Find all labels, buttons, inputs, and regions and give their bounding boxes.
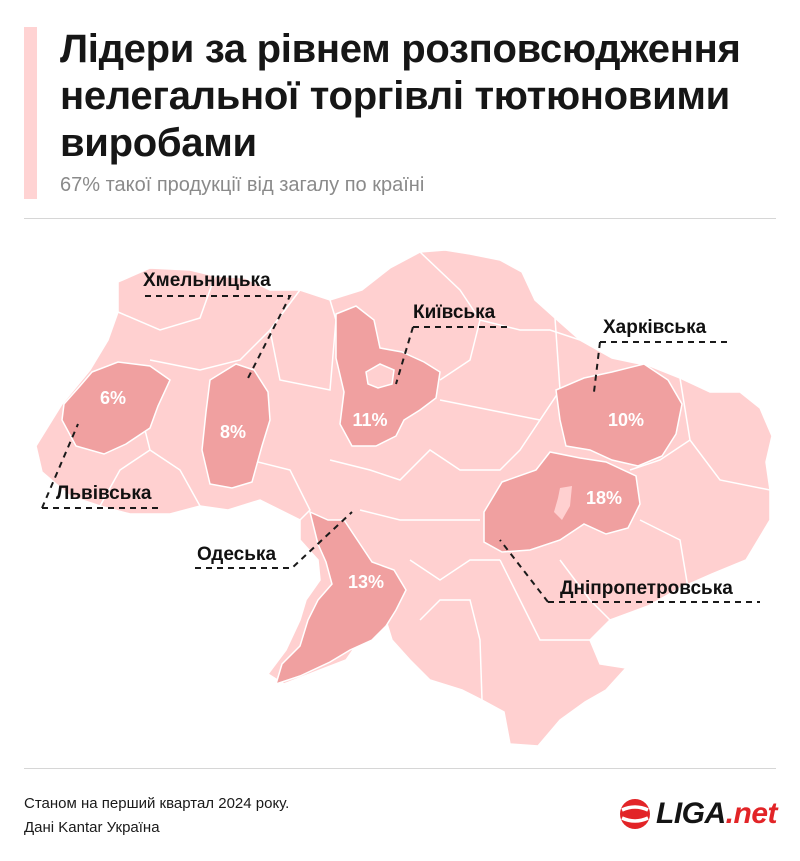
label-lvivska: Львівська (56, 483, 152, 504)
ukraine-map: Хмельницька Київська Харківська Львівськ… (35, 249, 773, 747)
value-kyivska: 11% (352, 410, 387, 430)
value-kharkivska: 10% (608, 410, 644, 430)
kyiv-city (365, 363, 395, 389)
region-lvivska (61, 361, 171, 455)
label-dnipropetrovska: Дніпропетровська (560, 578, 733, 599)
value-dnipropetrovska: 18% (586, 488, 622, 508)
value-lvivska: 6% (100, 388, 126, 408)
bottom-divider (24, 768, 776, 769)
liga-ball-icon (620, 799, 650, 829)
region-khmelnytska (201, 363, 271, 489)
region-borders (99, 251, 771, 701)
label-khmelnytska: Хмельницька (143, 270, 271, 291)
region-odeska (274, 510, 407, 686)
region-kharkivska (555, 363, 683, 467)
page-title: Лідери за рівнем розповсюдження нелегаль… (60, 27, 741, 165)
dnipro-river (554, 486, 572, 520)
label-kyivska: Київська (413, 302, 496, 323)
value-odeska: 13% (348, 572, 384, 592)
value-khmelnytska: 8% (220, 422, 246, 442)
liga-logo: LIGA.net (618, 795, 778, 831)
footer-note-date: Станом на перший квартал 2024 року. (24, 795, 290, 812)
logo-text: LIGA.net (656, 797, 778, 830)
leader-lines (41, 295, 760, 603)
label-odeska: Одеська (197, 544, 276, 565)
top-divider (24, 218, 776, 219)
label-kharkivska: Харківська (603, 317, 707, 338)
footer-note-source: Дані Kantar Україна (24, 819, 160, 836)
page-subtitle: 67% такої продукції від загалу по країні (60, 174, 425, 196)
title-accent-bar (24, 27, 37, 199)
